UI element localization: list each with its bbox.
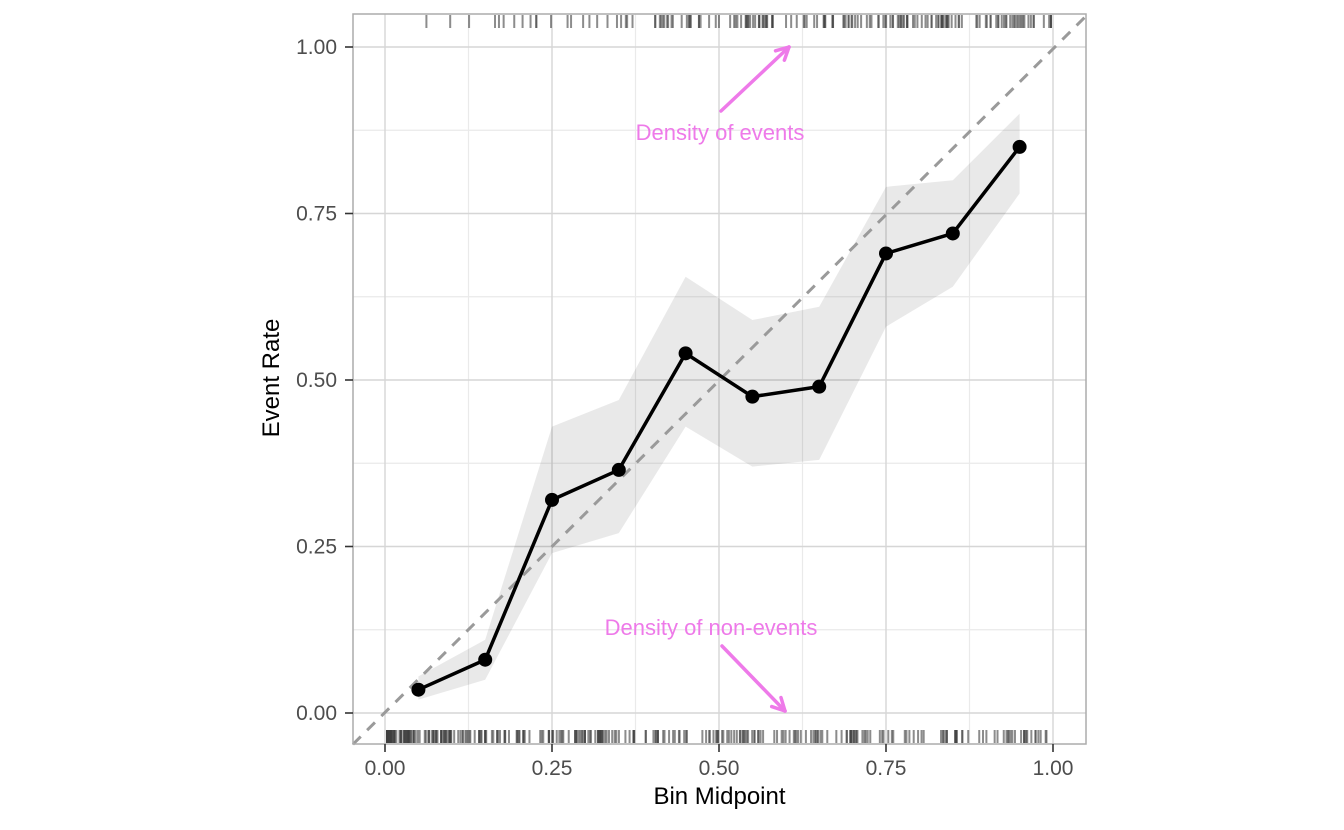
data-point [945, 226, 960, 241]
y-tick-label: 0.25 [296, 536, 337, 559]
data-point [1012, 139, 1027, 154]
data-point [478, 652, 493, 667]
annotation-density-of-events: Density of events [635, 120, 805, 145]
y-tick-label: 0.00 [296, 702, 337, 725]
data-point [678, 346, 693, 361]
x-tick-label: 0.50 [699, 757, 740, 780]
calibration-line [417, 145, 1021, 692]
data-point [545, 492, 559, 507]
annotation-arrowhead [773, 45, 791, 53]
x-tick-label: 0.75 [866, 757, 907, 780]
confidence-ribbon [418, 113, 1020, 700]
annotation-arrow [719, 45, 791, 113]
annotation-density-of-non-events: Density of non-events [604, 615, 818, 640]
data-point [611, 462, 626, 477]
identity-reference-line [351, 14, 1088, 746]
y-axis-title: Event Rate [258, 318, 285, 438]
y-tick-label: 0.75 [296, 203, 337, 226]
annotation-arrowhead [782, 45, 791, 62]
data-point [879, 246, 893, 261]
data-point [411, 682, 426, 697]
annotation-arrow [720, 644, 787, 713]
events-rug [425, 15, 1052, 28]
x-tick-label: 1.00 [1033, 757, 1074, 780]
x-tick-label: 0.00 [365, 757, 406, 780]
annotation-arrowhead [779, 695, 787, 713]
x-axis-title: Bin Midpoint [653, 783, 786, 810]
y-tick-label: 1.00 [296, 36, 337, 59]
x-tick-label: 0.25 [532, 757, 573, 780]
annotation-arrowhead [769, 704, 787, 713]
data-point [745, 389, 760, 404]
data-point [812, 379, 827, 394]
y-tick-label: 0.50 [296, 369, 337, 392]
non-events-rug [386, 730, 1048, 743]
